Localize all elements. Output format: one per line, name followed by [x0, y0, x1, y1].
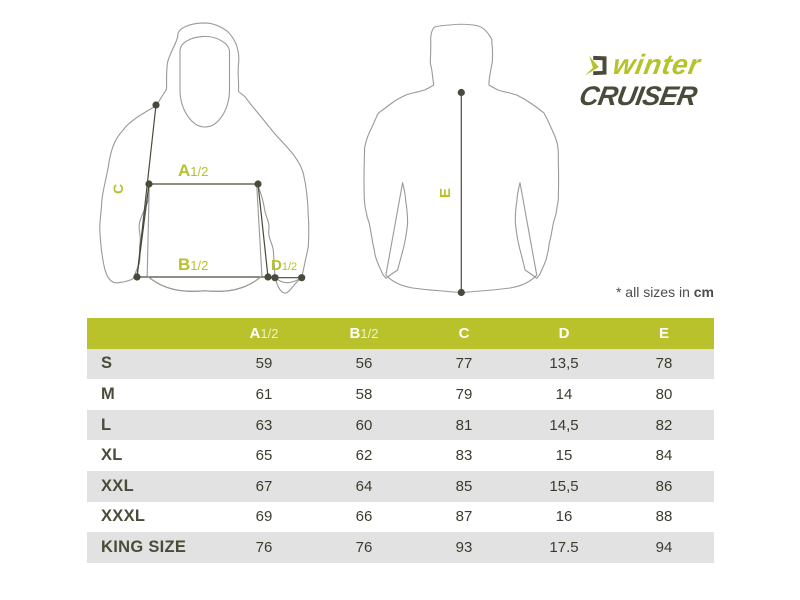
- svg-text:CRUISER: CRUISER: [577, 80, 700, 111]
- svg-text:winter: winter: [611, 48, 705, 80]
